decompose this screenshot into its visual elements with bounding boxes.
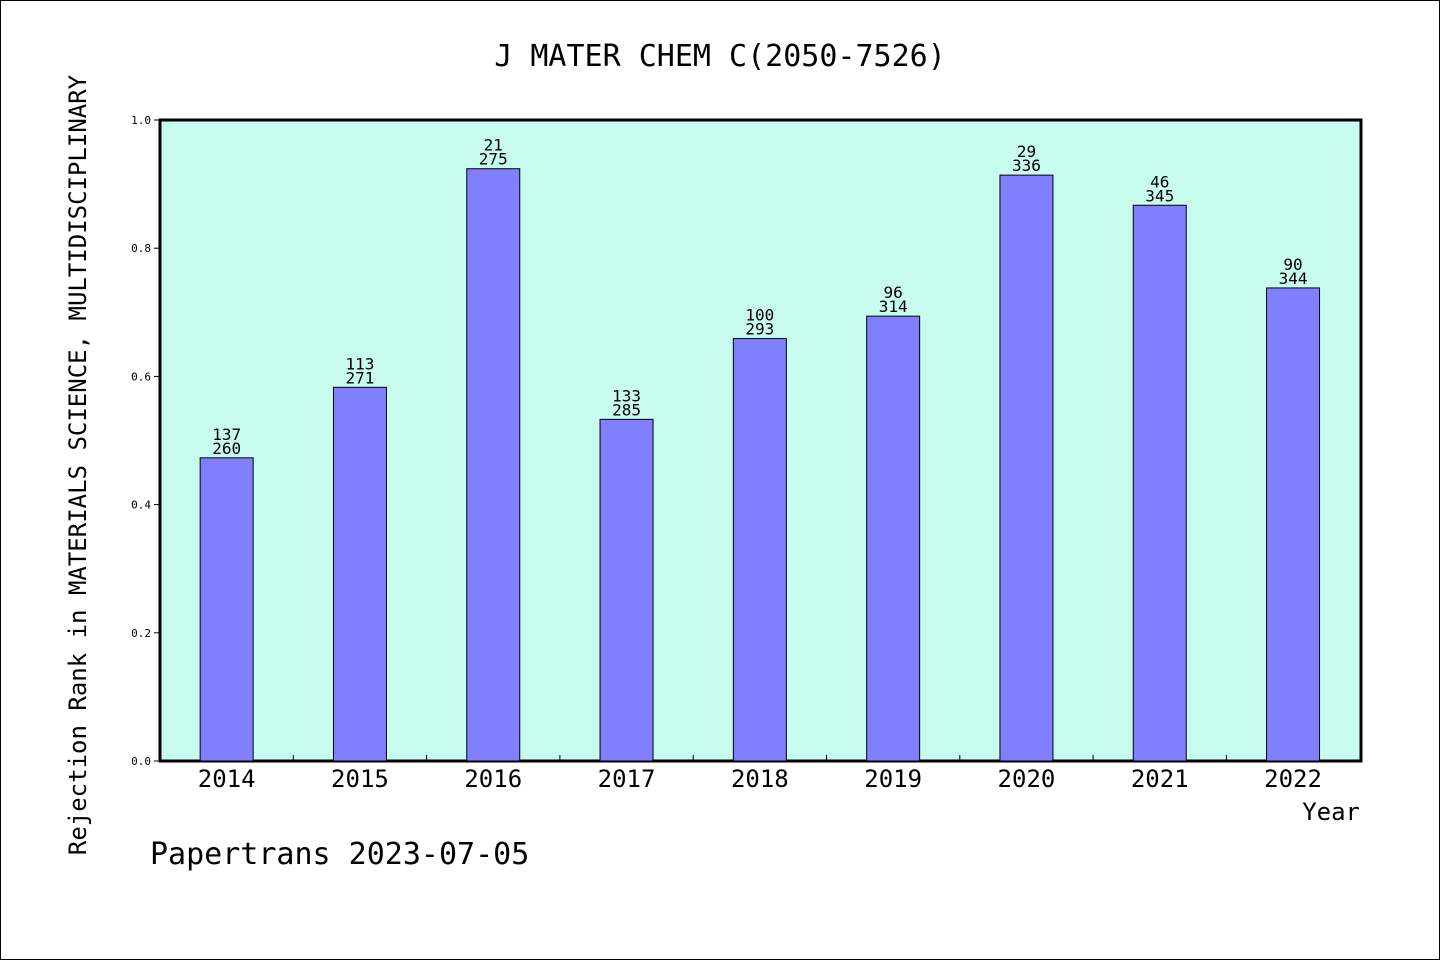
x-tick-label: 2016 [464, 765, 522, 793]
watermark-text: Papertrans 2023-07-05 [150, 837, 529, 872]
y-tick-label: 0.8 [131, 242, 151, 255]
bar-rank-label: 113 [345, 354, 374, 373]
bar-total-label: 336 [1012, 156, 1041, 175]
bar-rank-label: 137 [212, 425, 241, 444]
bar-2020 [999, 174, 1054, 762]
y-tick-label: 1.0 [131, 114, 151, 127]
bar-rank-label: 100 [745, 306, 774, 325]
bar-rank-label: 29 [1017, 142, 1036, 161]
bar-2017 [599, 418, 654, 762]
bar-rank-label: 46 [1150, 172, 1169, 191]
bar-rank-label: 133 [612, 386, 641, 405]
x-tick-label: 2017 [598, 765, 656, 793]
bar-rank-label: 90 [1283, 255, 1302, 274]
bar-total-label: 293 [745, 320, 774, 339]
x-tick-label: 2018 [731, 765, 789, 793]
y-tick-label: 0.2 [131, 627, 151, 640]
y-axis-label: Rejection Rank in MATERIALS SCIENCE, MUL… [64, 74, 92, 855]
bar-2019 [866, 315, 921, 762]
bar-rank-label: 96 [884, 283, 903, 302]
chart-title: J MATER CHEM C(2050-7526) [494, 39, 946, 74]
y-tick-label: 0.0 [131, 755, 151, 768]
bar-rank-label: 21 [484, 136, 503, 155]
x-tick-label: 2021 [1131, 765, 1189, 793]
bar-2015 [332, 386, 387, 762]
bar-total-label: 271 [345, 368, 374, 387]
bar-total-label: 275 [479, 150, 508, 169]
bar-2022 [1266, 287, 1321, 762]
x-tick-label: 2022 [1264, 765, 1322, 793]
y-tick-label: 0.4 [131, 499, 151, 512]
x-tick-label: 2014 [198, 765, 256, 793]
bars-group [199, 168, 1321, 762]
x-tick-label: 2015 [331, 765, 389, 793]
bar-total-label: 260 [212, 439, 241, 458]
y-tick-label: 0.6 [131, 370, 151, 383]
x-axis-label: Year [1302, 798, 1360, 826]
bar-total-label: 344 [1279, 269, 1308, 288]
x-axis-ticks: 2014 2015 2016 2017 2018 2019 2020 2021 2022 [198, 755, 1322, 793]
bar-total-label: 314 [879, 297, 908, 316]
bar-2021 [1132, 204, 1187, 762]
bar-2018 [732, 338, 787, 762]
x-tick-label: 2020 [998, 765, 1056, 793]
y-axis-ticks: 0.0 0.2 0.4 0.6 0.8 1.0 [131, 114, 160, 768]
x-tick-label: 2019 [864, 765, 922, 793]
bar-2014 [199, 457, 254, 762]
bar-total-label: 285 [612, 400, 641, 419]
bar-2016 [466, 168, 521, 762]
bar-total-label: 345 [1145, 186, 1174, 205]
